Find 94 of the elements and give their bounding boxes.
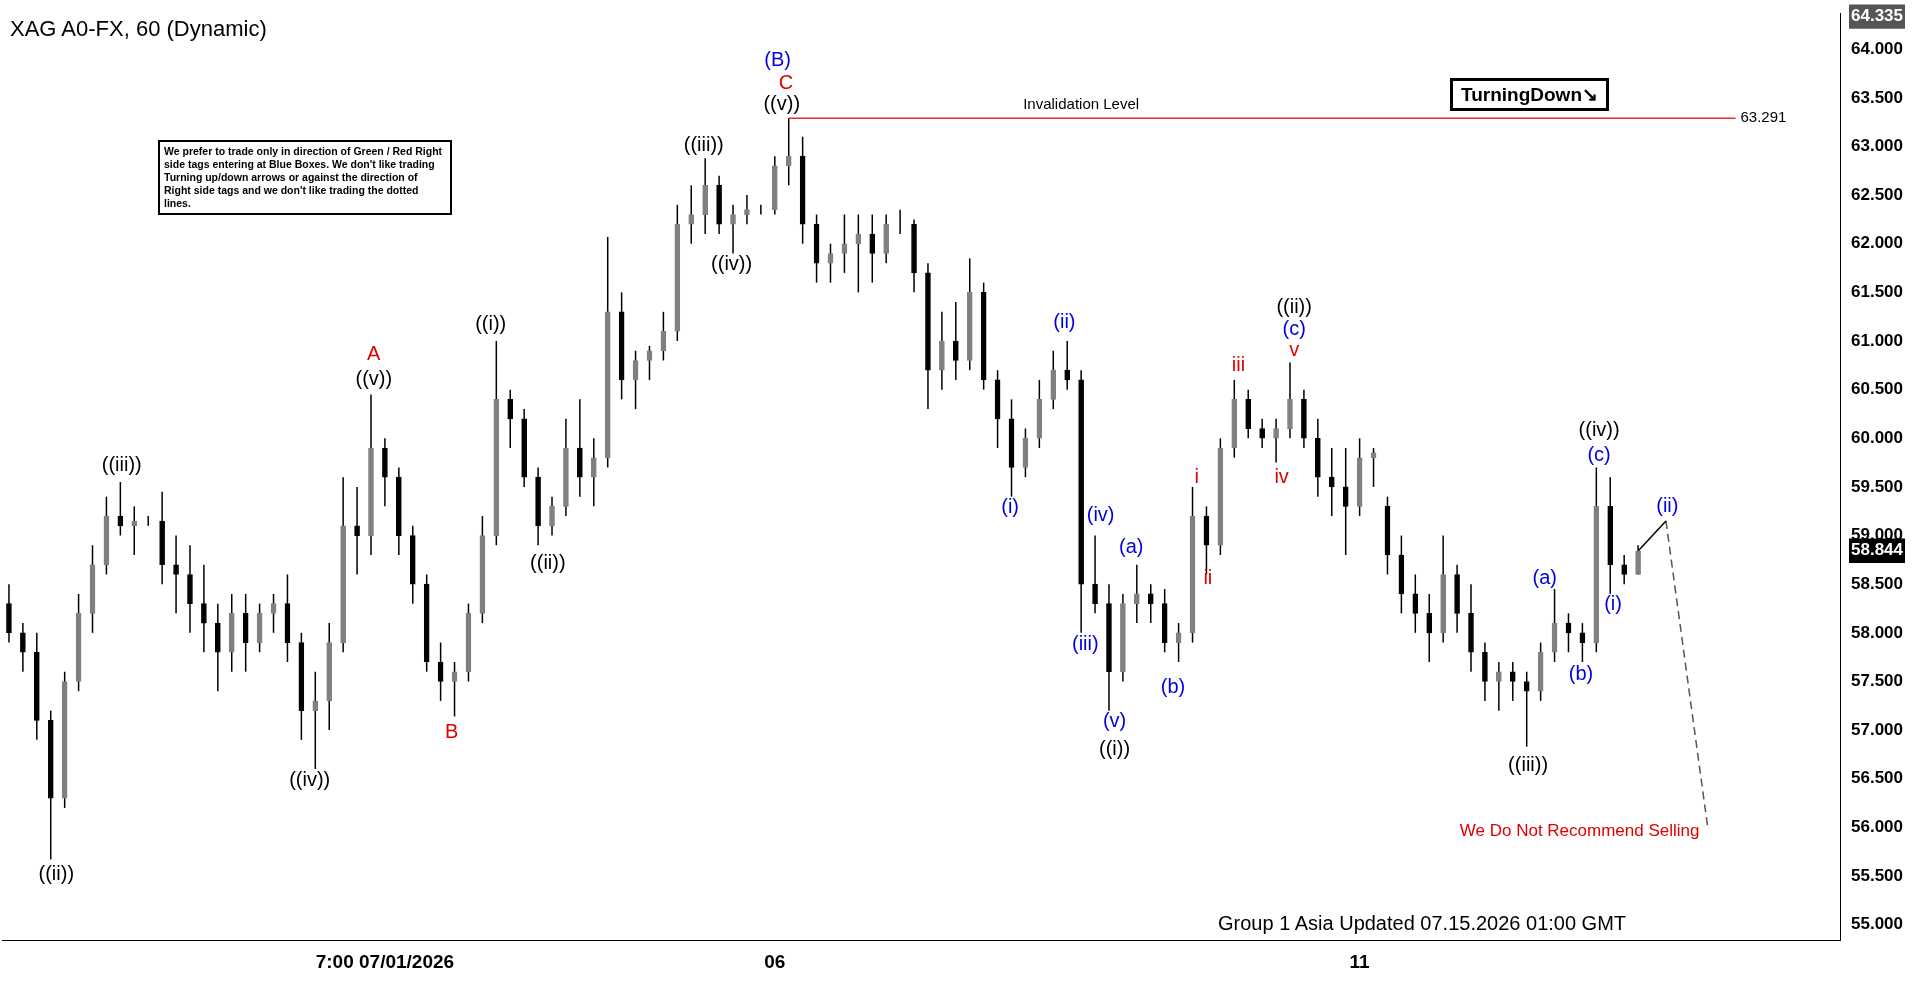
annotation: (c) <box>1282 316 1306 339</box>
candlestick <box>1134 563 1140 624</box>
annotation: (b) <box>1568 662 1594 685</box>
candlestick <box>1342 447 1349 556</box>
candlestick <box>1328 447 1335 517</box>
annotation: ((v)) <box>355 367 393 390</box>
annotation: v <box>1289 338 1300 361</box>
y-tick-label: 58.844 <box>1851 540 1904 560</box>
annotation: (v) <box>1102 708 1127 731</box>
candlestick <box>730 204 736 255</box>
annotation: ((i)) <box>475 311 507 334</box>
annotation: ((iv)) <box>711 251 753 274</box>
annotation: (i) <box>1001 494 1019 517</box>
y-tick-label: 60.000 <box>1851 427 1903 447</box>
annotation: iii <box>1231 352 1246 375</box>
y-tick-label: 62.000 <box>1851 233 1903 253</box>
candlestick <box>1523 670 1530 748</box>
x-tick-label: 11 <box>1349 950 1371 972</box>
y-tick-label: 59.500 <box>1851 476 1903 496</box>
annotation: ((iii)) <box>683 133 724 156</box>
annotation: ((v)) <box>763 92 801 115</box>
y-tick-label: 55.500 <box>1851 865 1903 885</box>
candlestick <box>744 194 750 226</box>
chart-title: XAG A0-FX, 60 (Dynamic) <box>10 16 267 42</box>
annotation: ((iii)) <box>1508 752 1549 775</box>
annotation: We prefer to trade only in direction of Green / Red Right side tags entering at Blue Boxes. We don't like trading Turning up/down arrows or against the direction of Right side tags and we don't like trading the dotted lines. <box>158 140 452 215</box>
annotation: (b) <box>1160 674 1186 697</box>
annotation: (i) <box>1604 592 1622 615</box>
candlestick <box>20 622 26 673</box>
annotation: ((ii)) <box>530 551 566 574</box>
candlestick <box>869 213 876 284</box>
candlestick <box>131 505 138 556</box>
annotation: Group 1 Asia Updated 07.15.2026 01:00 GMT <box>1218 912 1627 935</box>
annotation: ((i)) <box>1099 737 1131 760</box>
y-tick-label: 56.000 <box>1851 817 1903 837</box>
annotation: Invalidation Level <box>1023 94 1140 112</box>
annotation: We Do Not Recommend Selling <box>1459 820 1700 840</box>
annotation: (B) <box>764 48 791 71</box>
annotation: ((iv)) <box>289 768 331 791</box>
annotation: (ii) <box>1656 493 1679 516</box>
candlestick <box>173 534 179 615</box>
candlestick <box>1509 661 1516 702</box>
candlestick <box>201 563 207 654</box>
annotation: (ii) <box>1053 310 1076 333</box>
y-tick-label: 61.500 <box>1851 282 1903 302</box>
y-tick-label: 63.000 <box>1851 136 1903 156</box>
candlestick <box>952 301 959 381</box>
candlestick <box>1412 573 1419 634</box>
annotation: C <box>778 70 794 93</box>
candlestick <box>1621 554 1628 585</box>
candlestick <box>688 184 695 245</box>
annotation: (a) <box>1532 565 1558 588</box>
candlestick <box>590 437 597 508</box>
annotation: ii <box>1203 565 1213 588</box>
y-tick-label: 57.000 <box>1851 719 1903 739</box>
x-tick-label: 06 <box>764 950 786 972</box>
y-tick-label: 57.500 <box>1851 671 1903 691</box>
annotation: ((iii)) <box>101 453 142 476</box>
y-tick-label: 56.500 <box>1851 768 1903 788</box>
candlestick <box>1273 418 1279 464</box>
annotation: (a) <box>1119 534 1144 557</box>
annotation: A <box>367 342 382 365</box>
annotation: (c) <box>1587 443 1611 466</box>
candlestick <box>1092 534 1098 615</box>
candlestick <box>785 117 792 187</box>
candlestick <box>1496 661 1502 712</box>
y-tick-label: 63.500 <box>1851 87 1903 107</box>
annotation: ((ii)) <box>38 861 75 884</box>
y-tick-label: 60.500 <box>1851 379 1903 399</box>
candlestick <box>507 388 514 449</box>
y-tick-label: 58.500 <box>1851 573 1903 593</box>
y-tick-label: 55.000 <box>1851 914 1903 934</box>
candlestick <box>1426 593 1433 663</box>
y-tick-label: 61.000 <box>1851 330 1903 350</box>
y-tick-label: 64.000 <box>1851 38 1903 58</box>
y-tick-label: 62.500 <box>1851 184 1903 204</box>
annotation: iv <box>1274 464 1289 487</box>
candlestick <box>312 670 319 770</box>
x-tick-label: 7:00 07/01/2026 <box>315 950 455 972</box>
annotation: TurningDown↘ <box>1450 78 1610 111</box>
y-tick-label: 58.000 <box>1851 622 1903 642</box>
annotation: 63.291 <box>1740 108 1787 126</box>
candlestick <box>1147 583 1154 624</box>
annotation: ((ii)) <box>1276 295 1312 318</box>
annotation: ((iv)) <box>1578 418 1620 441</box>
annotation: (iii) <box>1071 632 1099 655</box>
candlestick <box>549 495 555 537</box>
annotation: i <box>1194 464 1199 487</box>
annotation: B <box>445 719 459 742</box>
candlestick <box>1259 418 1265 449</box>
candlestick <box>1064 340 1071 391</box>
candlestick <box>354 486 360 576</box>
annotation: (iv) <box>1086 502 1115 525</box>
y-tick-label: 64.335 <box>1851 6 1903 26</box>
